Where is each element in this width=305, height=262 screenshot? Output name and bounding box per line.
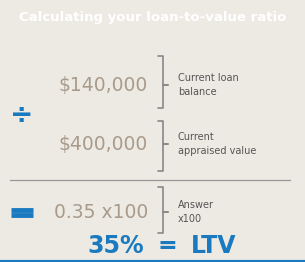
Text: Answer
x100: Answer x100 [178, 200, 214, 224]
Text: Current loan
balance: Current loan balance [178, 73, 239, 97]
Text: 35%: 35% [88, 234, 144, 258]
Text: $140,000: $140,000 [59, 76, 148, 95]
Text: ÷: ÷ [10, 101, 34, 129]
Text: $400,000: $400,000 [59, 135, 148, 154]
Text: =: = [158, 234, 178, 258]
Text: Calculating your loan-to-value ratio: Calculating your loan-to-value ratio [19, 11, 286, 24]
Text: 0.35 x100: 0.35 x100 [54, 203, 148, 222]
Text: Current
appraised value: Current appraised value [178, 132, 257, 156]
Text: LTV: LTV [191, 234, 236, 258]
